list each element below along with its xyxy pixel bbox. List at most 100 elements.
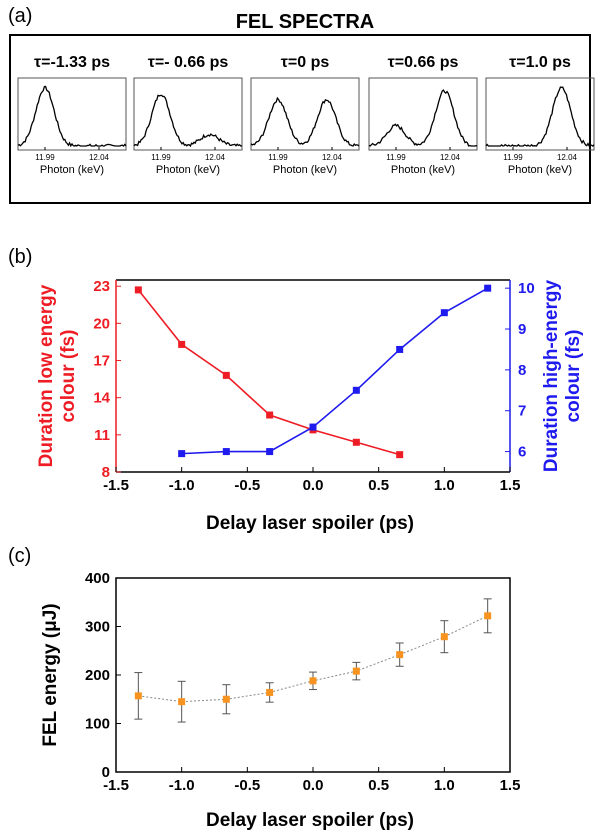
chart-c-xtick-label-0: -1.5 — [103, 777, 129, 794]
spectrum-box-3 — [368, 77, 478, 151]
chart-b-ytick-left-label-0: 8 — [102, 464, 110, 481]
chart-b-ylabel-right-line-0: Duration high-energy — [541, 280, 562, 473]
spectrum-box-2 — [250, 77, 360, 151]
panel-label-a: (a) — [8, 5, 32, 27]
chart-c-ytick-label-3: 300 — [85, 619, 110, 636]
spectrum-label-0: τ=-1.33 ps — [34, 54, 110, 71]
chart-b-xtick-label-0: -1.5 — [103, 477, 129, 494]
chart-c: -1.5 -1.0 -0.5 0.0 0.5 1.0 1.5 0 100 200 300 400 FEL… — [40, 570, 520, 794]
chart-c-xtick-label-3: 0.0 — [303, 777, 324, 794]
chart-b-point-0-5 — [352, 438, 360, 446]
chart-b-xtick-label-5: 1.0 — [434, 477, 455, 494]
chart-b-point-1-6 — [440, 309, 448, 317]
chart-c-point-0 — [134, 692, 142, 700]
spectrum-label-2: τ=0 ps — [281, 54, 330, 71]
chart-b-point-1-3 — [309, 423, 317, 431]
chart-c-point-8 — [484, 612, 492, 620]
spectra-title: FEL SPECTRA — [236, 11, 375, 33]
chart-b-ylabel-right: Duration high-energycolour (fs) — [541, 280, 584, 473]
chart-c-ytick-label-1: 100 — [85, 716, 110, 733]
chart-b: -1.5 -1.0 -0.5 0.0 0.5 1.0 1.5 8 11 14 17 20 23 6 7 8 9 1… — [36, 278, 584, 494]
chart-c-xtick-label-6: 1.5 — [500, 777, 521, 794]
chart-c-point-6 — [396, 651, 404, 659]
spectrum-xlabel-4: Photon (keV) — [508, 164, 572, 176]
chart-b-ytick-right-label-0: 6 — [518, 444, 526, 461]
chart-b-ytick-left-label-4: 20 — [93, 315, 110, 332]
chart-b-point-0-1 — [178, 340, 186, 348]
chart-b-xtick-label-1: -1.0 — [169, 477, 195, 494]
chart-b-point-0-2 — [222, 371, 230, 379]
spectrum-tick-label-2-1: 12.04 — [322, 153, 343, 162]
spectrum-tick-label-3-1: 12.04 — [440, 153, 461, 162]
spectrum-xlabel-0: Photon (keV) — [40, 164, 104, 176]
spectrum-tick-label-4-1: 12.04 — [557, 153, 578, 162]
chart-b-ylabel-left: Duration low energycolour (fs) — [36, 284, 79, 467]
spectrum-label-1: τ=- 0.66 ps — [148, 54, 229, 71]
spectrum-tick-label-3-0: 11.99 — [386, 153, 406, 162]
chart-b-point-1-1 — [222, 448, 230, 456]
chart-c-point-1 — [178, 698, 186, 706]
spectrum-trace-2 — [250, 96, 360, 147]
chart-c-ylabel: FEL energy (μJ) — [40, 603, 61, 746]
chart-b-ylabel-right-line-1: colour (fs) — [563, 330, 584, 423]
chart-b-series-line-1 — [181, 287, 489, 455]
chart-b-xlabel: Delay laser spoiler (ps) — [206, 513, 414, 534]
spectrum-label-3: τ=0.66 ps — [388, 54, 459, 71]
chart-b-point-1-2 — [266, 448, 274, 456]
spectrum-box-0 — [17, 77, 127, 151]
chart-c-point-2 — [222, 695, 230, 703]
chart-b-xtick-label-6: 1.5 — [500, 477, 521, 494]
chart-c-point-4 — [309, 677, 317, 685]
chart-b-ytick-right-label-4: 10 — [518, 280, 535, 297]
chart-c-xtick-label-1: -1.0 — [169, 777, 195, 794]
spectrum-trace-0 — [17, 85, 127, 148]
spectrum-trace-3 — [368, 89, 477, 147]
chart-b-ytick-left-label-2: 14 — [93, 390, 110, 407]
chart-b-ylabel-left-line-0: Duration low energy — [36, 284, 57, 467]
chart-c-point-7 — [440, 633, 448, 641]
chart-c-xlabel: Delay laser spoiler (ps) — [206, 810, 414, 831]
spectrum-xlabel-2: Photon (keV) — [273, 164, 337, 176]
spectra-frame — [9, 34, 591, 204]
chart-b-point-1-5 — [396, 345, 404, 353]
spectrum-tick-label-0-0: 11.99 — [35, 153, 55, 162]
chart-b-ytick-left-label-3: 17 — [93, 353, 110, 370]
spectrum-tick-label-1-0: 11.99 — [151, 153, 171, 162]
spectrum-tick-label-4-0: 11.99 — [503, 153, 523, 162]
chart-b-point-1-4 — [352, 386, 360, 394]
spectrum-label-4: τ=1.0 ps — [509, 54, 571, 71]
chart-c-point-3 — [266, 688, 274, 696]
spectrum-box-4 — [485, 77, 595, 151]
chart-b-xtick-label-4: 0.5 — [368, 477, 389, 494]
spectrum-trace-4 — [485, 86, 595, 148]
spectrum-box-1 — [133, 77, 243, 151]
spectra-panels: τ=-1.33 ps 11.99 12.04 Photon (keV) τ=- 0.66… — [17, 54, 595, 176]
chart-b-ytick-right-label-3: 9 — [518, 321, 526, 338]
chart-c-xtick-label-5: 1.0 — [434, 777, 455, 794]
chart-b-ylabel-left-line-1: colour (fs) — [58, 330, 79, 423]
chart-b-point-0-0 — [134, 286, 142, 294]
chart-b-ytick-left-label-5: 23 — [93, 278, 110, 295]
panel-label-c: (c) — [8, 545, 31, 567]
chart-c-point-5 — [352, 667, 360, 675]
chart-c-ytick-label-2: 200 — [85, 667, 110, 684]
chart-b-point-1-7 — [484, 284, 492, 292]
chart-b-series-line-0 — [137, 289, 400, 456]
spectrum-xlabel-1: Photon (keV) — [156, 164, 220, 176]
chart-c-xtick-label-2: -0.5 — [234, 777, 260, 794]
spectrum-xlabel-3: Photon (keV) — [391, 164, 455, 176]
spectrum-trace-1 — [133, 94, 242, 148]
spectrum-tick-label-1-1: 12.04 — [205, 153, 226, 162]
spectrum-tick-label-2-0: 11.99 — [268, 153, 288, 162]
chart-b-point-0-6 — [396, 451, 404, 459]
chart-c-xtick-label-4: 0.5 — [368, 777, 389, 794]
chart-b-point-1-0 — [178, 450, 186, 458]
spectrum-tick-label-0-1: 12.04 — [89, 153, 110, 162]
chart-b-point-0-3 — [266, 411, 274, 419]
chart-c-ytick-label-0: 0 — [102, 764, 110, 781]
chart-b-ytick-right-label-2: 8 — [518, 362, 526, 379]
chart-b-xtick-label-3: 0.0 — [303, 477, 324, 494]
chart-c-ytick-label-4: 400 — [85, 570, 110, 587]
chart-b-xtick-label-2: -0.5 — [234, 477, 260, 494]
